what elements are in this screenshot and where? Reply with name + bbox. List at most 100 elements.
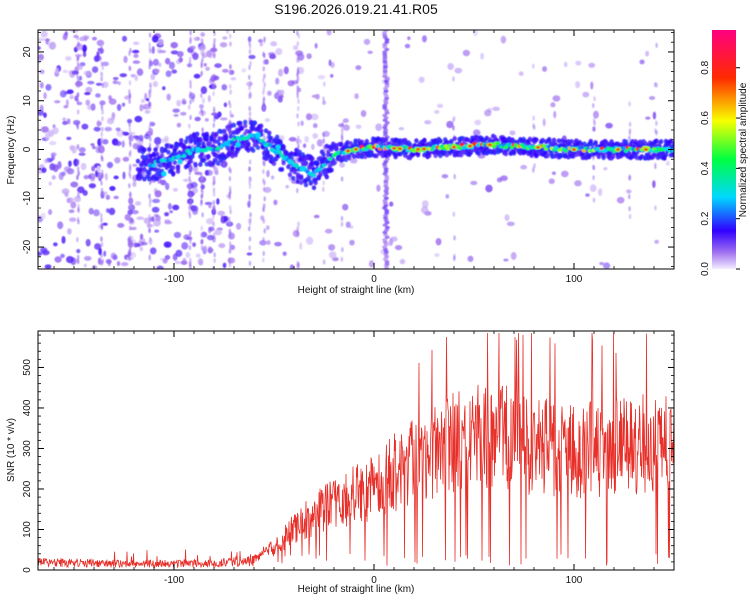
spectrogram-cell: [149, 59, 152, 65]
spectrogram-cell: [228, 194, 231, 200]
spectrogram-cell: [630, 139, 635, 144]
spectrogram-cell: [296, 113, 299, 119]
spectrogram-cell: [383, 123, 389, 127]
spectrogram-cell: [76, 35, 79, 41]
colorbar-gradient: [712, 30, 736, 269]
spectrogram-cell: [382, 216, 388, 220]
spectrogram-cell: [217, 210, 226, 216]
spectrogram-cell: [129, 150, 132, 156]
spectrogram-cell: [66, 136, 72, 141]
spectrogram-cell: [265, 154, 270, 159]
spectrogram-hotspot: [452, 145, 456, 149]
spectrogram-cell: [382, 118, 388, 122]
y-tick-label: 0: [22, 146, 33, 152]
spectrogram-cell: [54, 100, 61, 104]
spectrogram-cell: [77, 78, 80, 84]
spectrogram-cell: [384, 211, 390, 215]
spectrogram-cell: [602, 262, 611, 269]
spectrogram-cell: [200, 239, 204, 245]
spectrogram-cell: [128, 225, 132, 231]
spectrogram-cell: [142, 176, 147, 182]
spectrogram-cell: [76, 109, 80, 115]
spectrogram-cell: [222, 36, 228, 40]
spectrogram-cell: [142, 147, 147, 153]
spectrogram-cell: [648, 96, 656, 101]
spectrogram-cell: [200, 172, 203, 178]
spectrogram-cell: [324, 144, 329, 150]
spectrogram-cell: [229, 89, 232, 95]
spectrogram-cell: [296, 90, 299, 96]
spectrogram-cell: [85, 239, 91, 247]
spectrogram-cell: [165, 70, 172, 78]
spectrogram-cell: [188, 245, 192, 251]
spectrogram-cell: [248, 184, 252, 190]
spectrogram-cell: [100, 180, 103, 186]
snr-panel: -100 0 100 0 100 200 300 400 500 Height of strai…: [6, 330, 675, 595]
spectrogram-cell: [93, 126, 101, 132]
spectrogram-cell: [263, 186, 272, 193]
spectrogram-cell: [140, 98, 146, 104]
spectrogram-cell: [218, 243, 226, 249]
spectrogram-hotspot: [488, 143, 492, 147]
spectrogram-cell: [360, 110, 367, 117]
spectrogram-ridge-cell: [653, 149, 659, 154]
spectrogram-cell: [76, 74, 79, 80]
spectrogram-cell: [147, 170, 152, 176]
spectrogram-cell: [200, 38, 204, 44]
spectrogram-cell: [229, 110, 232, 116]
spectrogram-cell: [44, 264, 52, 269]
spectrogram-cell: [383, 89, 389, 93]
spectrogram-cell: [249, 80, 252, 86]
spectrogram-cell: [407, 36, 411, 41]
spectrogram-cell: [74, 81, 83, 87]
spectrogram-cell: [101, 126, 104, 132]
spectrogram-cell: [279, 166, 285, 172]
spectrogram-cell: [140, 241, 148, 246]
spectrogram-cell: [230, 145, 235, 151]
spectrogram-cell: [384, 84, 390, 88]
spectrogram-cell: [132, 163, 138, 167]
spectrogram-cell: [353, 138, 358, 144]
spectrogram-cell: [603, 167, 608, 171]
spectrogram-cell: [43, 112, 47, 118]
spectrogram-cell: [122, 156, 130, 162]
spectrogram-cell: [382, 238, 388, 242]
spectrogram-cell: [654, 239, 659, 244]
spectrogram-cell: [383, 167, 389, 171]
spectrogram-cell: [363, 38, 371, 45]
spectrogram-cell: [340, 136, 344, 142]
spectrogram-cell: [294, 147, 299, 153]
snr-series-line: [38, 333, 674, 569]
spectrogram-cell: [384, 208, 390, 213]
spectrogram-cell: [200, 92, 203, 98]
spectrogram-cell: [112, 76, 119, 81]
spectrogram-cell: [384, 47, 390, 52]
spectrogram-cell: [188, 158, 193, 164]
spectrogram-ridge-cell: [177, 159, 183, 165]
spectrogram-cell: [289, 155, 294, 161]
spectrogram-cell: [384, 221, 390, 225]
spectrogram-cell: [248, 218, 251, 224]
spectrogram-cell: [382, 69, 388, 74]
spectrogram-cell: [228, 248, 232, 254]
spectrogram-cell: [206, 218, 214, 225]
spectrogram-cell: [348, 141, 353, 146]
spectrogram-cell: [213, 252, 216, 258]
spectrogram-cell: [302, 143, 307, 148]
spectrogram-cell: [208, 203, 212, 209]
x-tick-label: -100: [164, 575, 184, 586]
spectrogram-cell: [332, 160, 337, 166]
spectrogram-cell: [384, 262, 390, 266]
spectrogram-cell: [383, 169, 389, 174]
spectrogram-cell: [112, 80, 119, 85]
spectrogram-cell: [214, 229, 222, 236]
spectrogram-cell: [383, 137, 389, 142]
spectrogram-cell: [321, 152, 326, 158]
spectrogram-cell: [100, 174, 104, 180]
spectrogram-cell: [588, 62, 596, 68]
spectrogram-cell: [383, 128, 389, 132]
spectrogram-cell: [654, 205, 657, 211]
spectrogram-cell: [520, 164, 528, 170]
spectrogram-cell: [343, 124, 350, 131]
spectrogram-cell: [628, 214, 632, 220]
